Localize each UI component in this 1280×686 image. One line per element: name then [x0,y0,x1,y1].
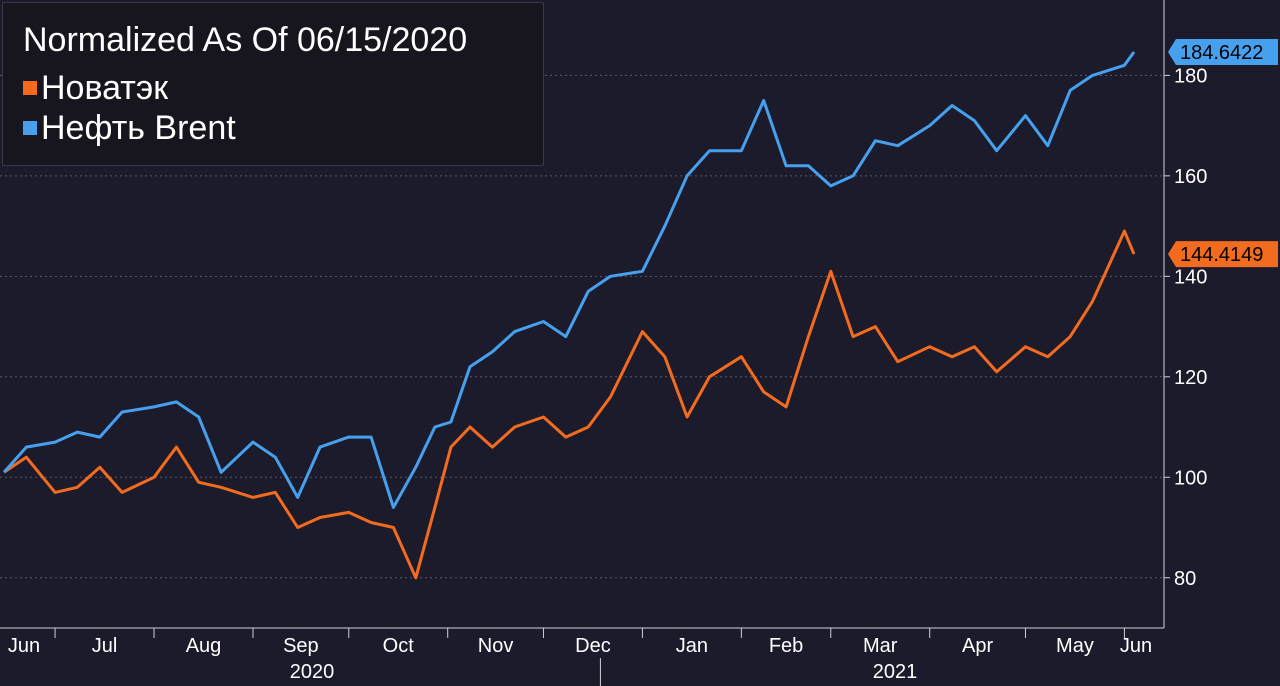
x-tick-label-nov-5: Nov [478,635,514,657]
x-tick-label-jan-7: Jan [676,635,708,657]
y-tick-label-80: 80 [1174,568,1196,590]
x-axis-ticks: Jun Jul Aug Sep Oct Nov Dec Jan Feb Mar Apr May Jun 2… [8,628,1152,686]
y-tick-label-100: 100 [1174,467,1207,489]
chart-title: Normalized As Of 06/15/2020 [23,21,468,59]
legend: Normalized As Of 06/15/2020 Новатэк Нефт… [2,2,544,166]
legend-label-novatek: Новатэк [41,69,169,107]
x-tick-label-jun-0: Jun [8,635,40,657]
x-tick-label-mar-9: Mar [863,635,898,657]
last-value-label-novatek: 144.4149 [1180,244,1263,266]
series-line-novatek [3,229,1136,580]
y-tick-label-120: 120 [1174,367,1207,389]
y-tick-label-140: 140 [1174,266,1207,288]
year-label-2021: 2021 [873,661,918,683]
series-layer [2,51,1136,580]
x-tick-label-apr-10: Apr [962,635,993,657]
series-line-brent [2,51,1136,509]
x-tick-label-may-11: May [1056,635,1094,657]
x-tick-label-sep-3: Sep [283,635,319,657]
x-tick-label-oct-4: Oct [383,635,415,657]
y-tick-label-180: 180 [1174,65,1207,87]
y-axis-ticks: 80 100 120 140 160 180 [1164,65,1207,590]
legend-swatch-brent [23,121,37,135]
legend-label-brent: Нефть Brent [41,109,236,147]
x-tick-label-jun-12: Jun [1120,635,1152,657]
x-tick-label-aug-2: Aug [186,635,222,657]
last-value-badge-brent [1168,39,1278,66]
legend-item-novatek: Новатэк [23,69,168,108]
legend-item-brent: Нефть Brent [23,109,236,148]
x-tick-label-jul-1: Jul [92,635,118,657]
legend-swatch-novatek [23,81,37,95]
last-value-label-brent: 184.6422 [1180,42,1263,64]
last-value-badges: 144.4149 184.6422 [1168,39,1278,268]
last-value-badge-novatek [1168,241,1278,268]
y-tick-label-160: 160 [1174,166,1207,188]
year-label-2020: 2020 [290,661,335,683]
grid-lines [0,74,1164,579]
x-tick-label-dec-6: Dec [575,635,611,657]
x-tick-label-feb-8: Feb [769,635,803,657]
